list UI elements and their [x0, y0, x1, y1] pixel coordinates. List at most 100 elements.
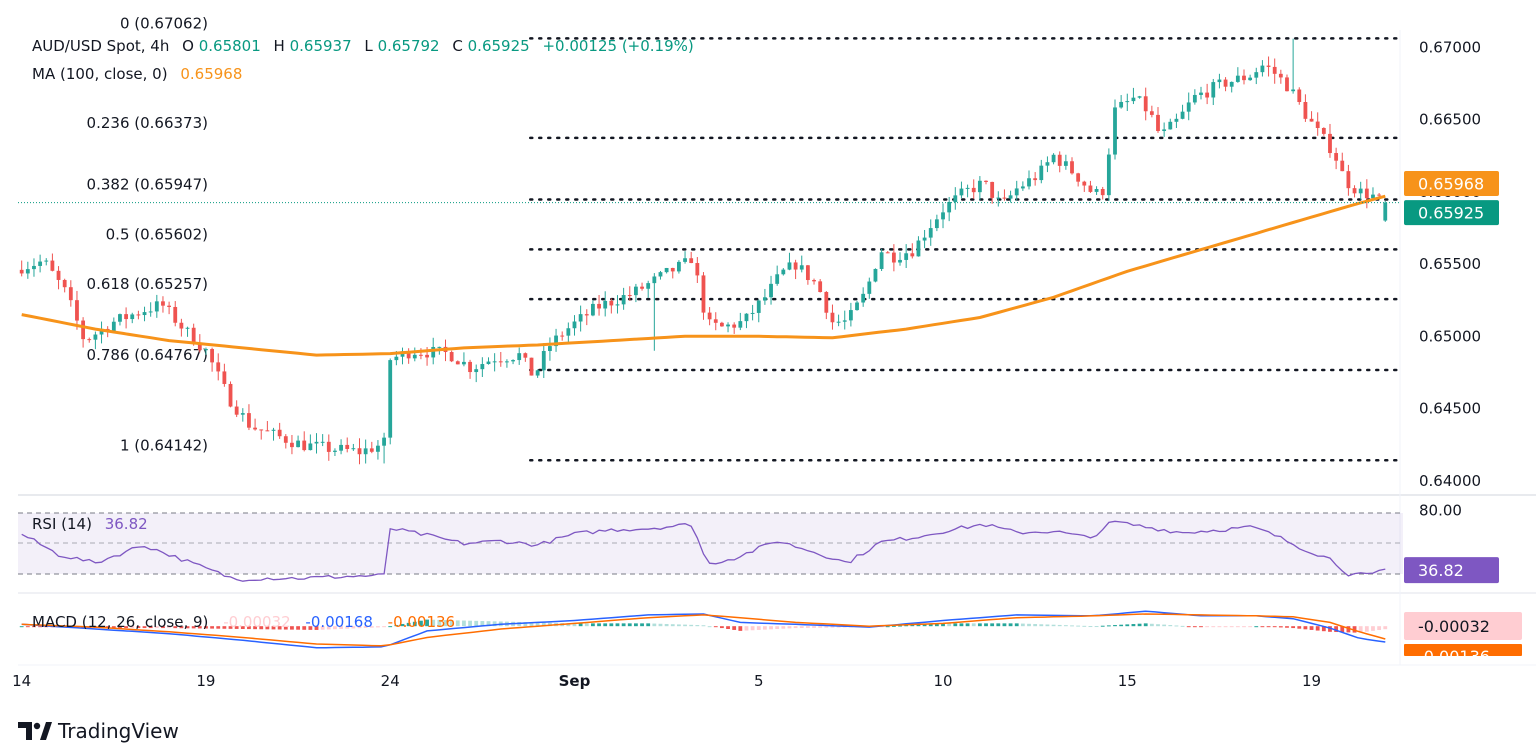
candle-18[interactable] — [130, 312, 135, 324]
candle-198[interactable] — [1235, 67, 1240, 83]
candle-199[interactable] — [1242, 69, 1246, 85]
candle-160[interactable] — [1002, 189, 1007, 201]
candle-34[interactable] — [228, 381, 233, 408]
candle-186[interactable] — [1162, 122, 1167, 137]
candle-95[interactable] — [603, 291, 608, 317]
candle-63[interactable] — [406, 348, 411, 364]
candle-163[interactable] — [1020, 181, 1025, 191]
candle-219[interactable] — [1364, 179, 1369, 209]
candle-207[interactable] — [1291, 38, 1296, 94]
candle-188[interactable] — [1174, 113, 1179, 129]
candle-4[interactable] — [44, 258, 49, 266]
candle-27[interactable] — [185, 326, 190, 337]
candle-64[interactable] — [412, 347, 417, 362]
candle-200[interactable] — [1248, 74, 1253, 81]
candle-1[interactable] — [25, 261, 30, 279]
candle-118[interactable] — [744, 313, 749, 329]
candle-190[interactable] — [1186, 92, 1191, 121]
candle-176[interactable] — [1100, 186, 1105, 200]
candle-31[interactable] — [210, 347, 214, 372]
candle-152[interactable] — [953, 187, 958, 210]
candle-6[interactable] — [56, 266, 61, 290]
candle-85[interactable] — [541, 343, 546, 379]
candle-45[interactable] — [296, 435, 300, 448]
candle-203[interactable] — [1266, 56, 1271, 77]
legend-ma[interactable]: MA (100, close, 0) 0.65968 — [32, 65, 242, 83]
candle-121[interactable] — [762, 288, 767, 305]
candle-120[interactable] — [756, 299, 761, 323]
candle-150[interactable] — [941, 203, 945, 229]
candle-37[interactable] — [247, 404, 251, 431]
candle-147[interactable] — [922, 229, 927, 249]
candle-76[interactable] — [486, 357, 491, 365]
candle-217[interactable] — [1352, 185, 1357, 198]
rsi-value-tag[interactable]: 36.82 — [1404, 557, 1499, 584]
candle-88[interactable] — [560, 331, 565, 341]
candle-138[interactable] — [867, 277, 872, 299]
candle-218[interactable] — [1358, 181, 1363, 200]
candle-36[interactable] — [240, 408, 245, 422]
candle-90[interactable] — [572, 315, 577, 336]
candle-126[interactable] — [793, 259, 798, 280]
candle-157[interactable] — [984, 180, 988, 185]
candle-87[interactable] — [554, 328, 558, 352]
candle-171[interactable] — [1070, 157, 1074, 175]
candle-220[interactable] — [1371, 187, 1375, 200]
candle-113[interactable] — [713, 312, 718, 331]
candle-154[interactable] — [965, 184, 970, 198]
candle-205[interactable] — [1278, 69, 1283, 84]
candle-142[interactable] — [891, 244, 896, 272]
candle-25[interactable] — [173, 301, 178, 327]
candle-107[interactable] — [676, 260, 681, 274]
candle-131[interactable] — [824, 291, 829, 320]
candle-16[interactable] — [118, 313, 122, 326]
candle-122[interactable] — [769, 275, 773, 305]
candle-127[interactable] — [799, 255, 804, 273]
candle-216[interactable] — [1346, 164, 1351, 196]
candle-84[interactable] — [535, 369, 540, 378]
candle-86[interactable] — [548, 337, 552, 361]
candle-62[interactable] — [400, 347, 405, 365]
candle-10[interactable] — [81, 317, 86, 348]
candle-56[interactable] — [363, 439, 368, 464]
candle-43[interactable] — [283, 434, 288, 449]
candle-51[interactable] — [333, 448, 337, 456]
candle-47[interactable] — [308, 434, 313, 451]
candle-13[interactable] — [99, 321, 104, 344]
macd-hist-tag[interactable]: -0.00032 — [1404, 612, 1522, 640]
candle-20[interactable] — [142, 306, 147, 322]
candle-161[interactable] — [1008, 190, 1013, 203]
candle-100[interactable] — [634, 283, 638, 303]
candle-94[interactable] — [597, 295, 601, 316]
candle-141[interactable] — [885, 251, 890, 254]
candle-40[interactable] — [265, 421, 270, 432]
candle-164[interactable] — [1027, 170, 1031, 190]
candle-213[interactable] — [1328, 123, 1332, 158]
candle-116[interactable] — [732, 322, 737, 334]
candle-89[interactable] — [566, 322, 571, 343]
candle-175[interactable] — [1094, 186, 1099, 195]
candle-83[interactable] — [529, 357, 534, 376]
candle-187[interactable] — [1168, 118, 1173, 130]
candle-60[interactable] — [388, 358, 393, 445]
candle-106[interactable] — [670, 267, 675, 279]
candle-35[interactable] — [234, 400, 239, 418]
candle-124[interactable] — [781, 268, 786, 276]
candle-96[interactable] — [609, 298, 614, 314]
candle-206[interactable] — [1285, 74, 1289, 92]
symbol-title[interactable]: AUD/USD Spot, 4h — [32, 37, 169, 55]
legend-rsi[interactable]: RSI (14) 36.82 — [32, 515, 148, 533]
candle-24[interactable] — [167, 301, 172, 315]
candle-26[interactable] — [179, 318, 184, 337]
candle-32[interactable] — [216, 353, 221, 381]
candle-12[interactable] — [93, 331, 98, 350]
candle-17[interactable] — [124, 307, 129, 329]
candle-169[interactable] — [1057, 151, 1062, 173]
candle-22[interactable] — [154, 294, 159, 318]
candle-119[interactable] — [750, 304, 755, 321]
candle-129[interactable] — [812, 278, 816, 285]
candle-41[interactable] — [271, 427, 276, 441]
candle-135[interactable] — [848, 302, 853, 327]
candle-109[interactable] — [689, 251, 694, 264]
candle-185[interactable] — [1156, 107, 1160, 133]
